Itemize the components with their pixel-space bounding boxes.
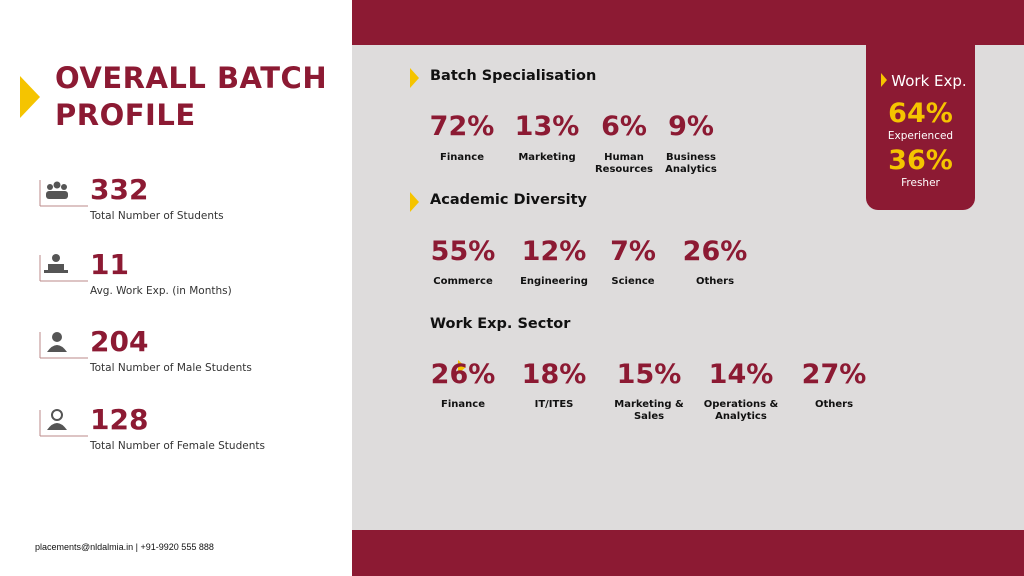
section-arrow xyxy=(881,73,887,87)
bottom-band xyxy=(352,530,1024,576)
percent-value: 14% xyxy=(708,359,774,390)
stat-label: Total Number of Female Students xyxy=(90,440,265,452)
percent-value: 26% xyxy=(430,359,496,390)
percent-label: Marketing & Sales xyxy=(614,399,684,422)
percent-label: Operations & Analytics xyxy=(703,399,779,422)
left-panel xyxy=(0,0,352,576)
percent-value: 7% xyxy=(610,236,656,267)
percent-value: 72% xyxy=(429,111,495,142)
work-exp-value: 36% xyxy=(888,145,953,176)
stat-label: Avg. Work Exp. (in Months) xyxy=(90,285,232,297)
work-exp-box xyxy=(866,45,975,210)
percent-label: Engineering xyxy=(520,276,588,287)
stat-value: 204 xyxy=(90,325,149,358)
title-arrow xyxy=(20,76,40,118)
percent-label: IT/ITES xyxy=(534,399,574,410)
percent-value: 26% xyxy=(682,236,748,267)
percent-label: Marketing xyxy=(518,152,576,163)
stat-value: 332 xyxy=(90,173,149,206)
percent-label: Science xyxy=(611,276,655,287)
work-exp-value: 64% xyxy=(888,98,953,129)
accent-arrow xyxy=(458,360,466,374)
work-exp-label: Experienced xyxy=(887,130,954,142)
percent-value: 18% xyxy=(521,359,587,390)
work-exp-title: Work Exp. xyxy=(891,72,967,90)
percent-value: 6% xyxy=(601,111,647,142)
stat-value: 11 xyxy=(90,248,129,281)
percent-label: Finance xyxy=(441,399,485,410)
percent-label: Others xyxy=(814,399,854,410)
section-arrow xyxy=(410,192,419,212)
percent-label: Finance xyxy=(440,152,484,163)
percent-value: 27% xyxy=(801,359,867,390)
icon-underlines xyxy=(39,180,88,437)
percent-label: Business Analytics xyxy=(665,152,717,175)
footer: placements@nldalmia.in | +91-9920 555 88… xyxy=(35,542,214,552)
stat-value: 128 xyxy=(90,403,149,436)
section-title: Academic Diversity xyxy=(430,192,587,208)
stat-label: Total Number of Male Students xyxy=(90,362,252,374)
percent-label: Others xyxy=(695,276,735,287)
section-title: Batch Specialisation xyxy=(430,68,597,84)
icons xyxy=(44,181,68,430)
percent-value: 55% xyxy=(430,236,496,267)
percent-label: Human Resources xyxy=(594,152,654,175)
percent-label: Commerce xyxy=(433,276,493,287)
percent-value: 9% xyxy=(668,111,714,142)
percent-value: 15% xyxy=(616,359,682,390)
top-band xyxy=(352,0,1024,45)
section-title: Work Exp. Sector xyxy=(430,316,571,332)
page-title: OVERALL BATCH PROFILE xyxy=(55,61,328,132)
percent-value: 13% xyxy=(514,111,580,142)
work-exp-label: Fresher xyxy=(901,177,940,189)
section-arrow xyxy=(410,68,419,88)
percent-value: 12% xyxy=(521,236,587,267)
stat-label: Total Number of Students xyxy=(90,210,224,222)
